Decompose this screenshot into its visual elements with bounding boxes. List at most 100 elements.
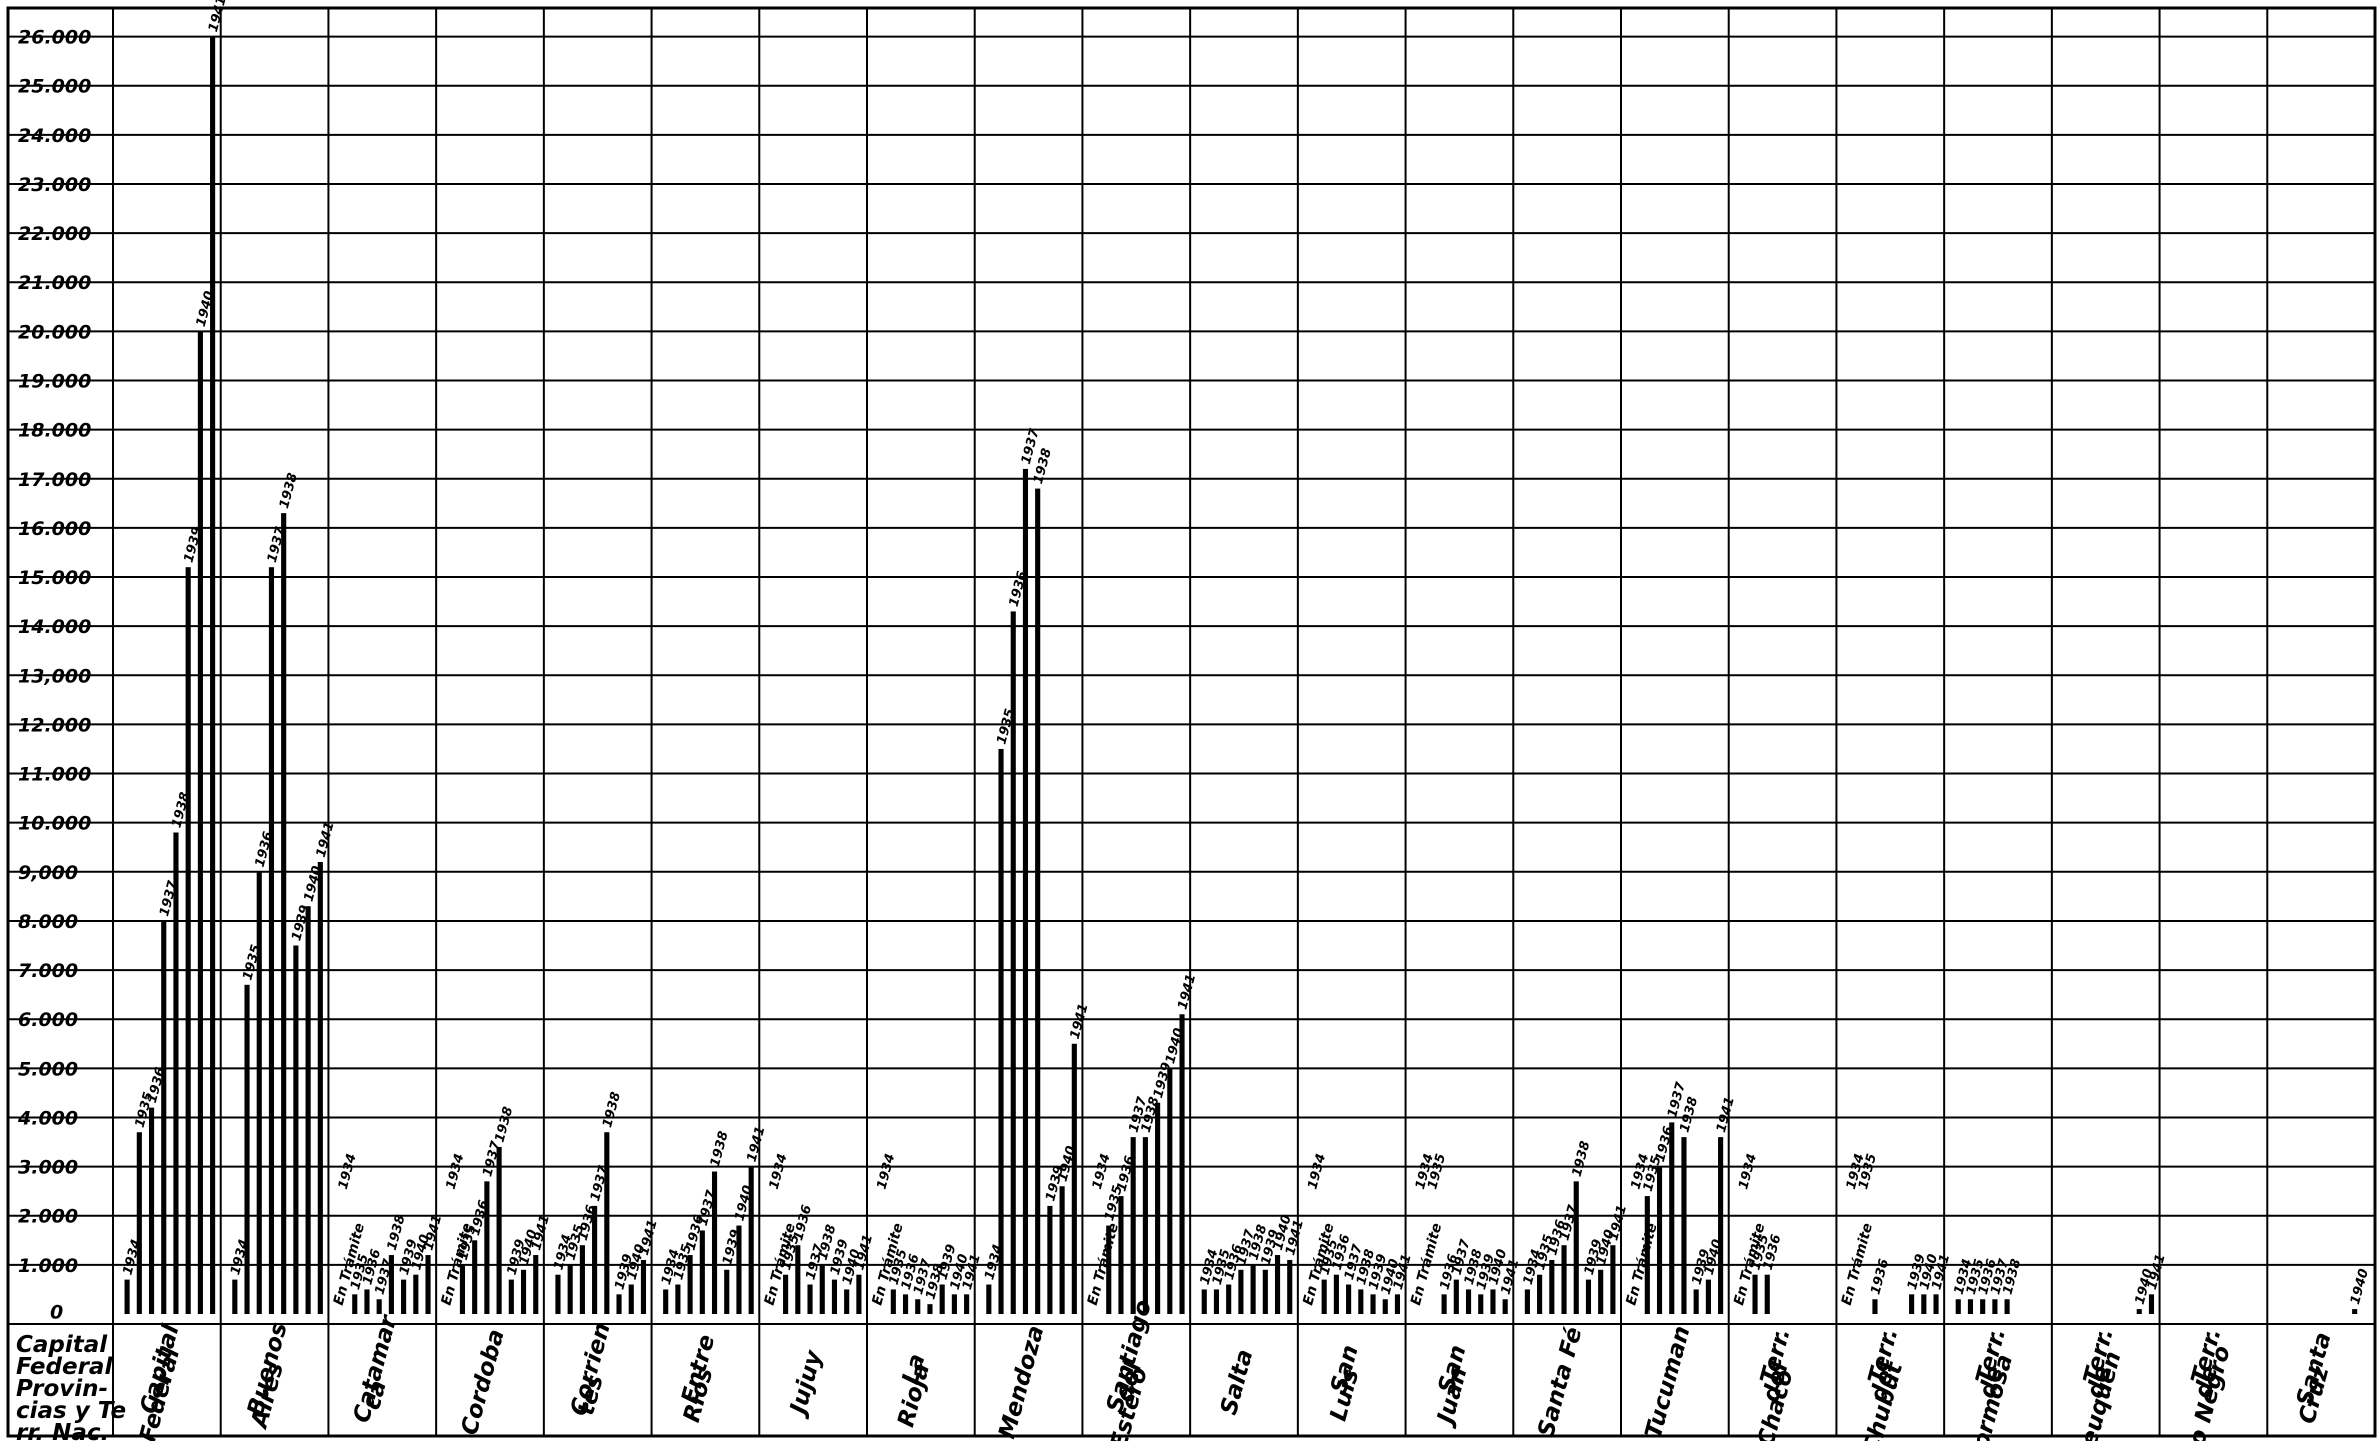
y-tick-label: 2.000 xyxy=(18,1206,78,1228)
bar xyxy=(1524,1289,1530,1314)
bar xyxy=(663,1289,669,1314)
bar xyxy=(1598,1269,1604,1314)
bar xyxy=(1955,1299,1961,1314)
bar xyxy=(1370,1294,1376,1314)
bar xyxy=(364,1289,370,1314)
bar xyxy=(783,1274,789,1314)
bar xyxy=(604,1132,610,1314)
bar xyxy=(244,984,250,1314)
bar xyxy=(1669,1122,1675,1314)
y-tick-label: 14.000 xyxy=(18,616,91,638)
bar xyxy=(1441,1294,1447,1314)
bar xyxy=(939,1284,945,1314)
bar xyxy=(281,513,287,1314)
bar xyxy=(1573,1181,1579,1314)
bar xyxy=(831,1279,838,1314)
bar xyxy=(401,1279,407,1314)
bar xyxy=(1764,1274,1770,1314)
bar xyxy=(687,1255,693,1314)
bar xyxy=(1213,1289,1220,1314)
bar xyxy=(1274,1255,1281,1314)
bar xyxy=(1478,1294,1484,1314)
bar xyxy=(496,1146,502,1314)
bar xyxy=(1872,1299,1878,1314)
y-tick-label: 1.000 xyxy=(18,1255,78,1277)
bar xyxy=(1250,1264,1256,1314)
bar xyxy=(1287,1259,1293,1314)
y-tick-label: 0 xyxy=(50,1302,63,1324)
bar xyxy=(293,945,299,1314)
y-tick-label: 20.000 xyxy=(18,321,91,343)
bar xyxy=(1382,1299,1388,1314)
bar xyxy=(459,1264,466,1314)
y-tick-label: 23.000 xyxy=(18,174,91,196)
y-tick-label: 13,000 xyxy=(18,665,91,687)
bar xyxy=(844,1289,850,1314)
bar xyxy=(1142,1137,1148,1314)
bar xyxy=(902,1294,909,1314)
y-tick-label: 11.000 xyxy=(18,764,91,786)
bar xyxy=(2352,1309,2358,1314)
bar xyxy=(148,1107,155,1314)
bar xyxy=(305,906,311,1314)
y-tick-label: 9,000 xyxy=(18,862,78,884)
bar xyxy=(256,871,262,1314)
y-tick-label: 15.000 xyxy=(18,567,91,589)
category-header-line: Provin- xyxy=(16,1376,108,1402)
bar xyxy=(1681,1137,1687,1314)
bar xyxy=(1155,1102,1161,1314)
y-tick-label: 16.000 xyxy=(18,518,91,540)
bar xyxy=(890,1289,896,1314)
bar xyxy=(1967,1299,1974,1314)
bar xyxy=(484,1181,490,1314)
category-header-line: cias y Te xyxy=(16,1398,126,1424)
bar xyxy=(998,748,1004,1314)
y-tick-label: 18.000 xyxy=(18,420,91,442)
bar xyxy=(1035,488,1041,1314)
bar xyxy=(675,1284,681,1314)
y-tick-label: 17.000 xyxy=(18,469,91,491)
bar xyxy=(472,1240,478,1314)
y-tick-label: 25.000 xyxy=(18,76,91,98)
bar xyxy=(1693,1289,1699,1314)
bar xyxy=(699,1230,705,1314)
bar xyxy=(579,1245,585,1314)
bar xyxy=(1909,1294,1915,1314)
chart-frame xyxy=(6,6,2377,1438)
category-header-line: rr. Nac. xyxy=(16,1420,109,1441)
bar xyxy=(1980,1299,1986,1314)
y-axis: 0 1.000 2.000 3.000 4.000 5.000 6.000 7.000 8.00… xyxy=(17,27,91,1324)
y-tick-label: 6.000 xyxy=(18,1009,78,1031)
bar xyxy=(748,1166,754,1314)
bar xyxy=(1502,1299,1508,1314)
bar xyxy=(376,1299,382,1314)
bar xyxy=(1130,1137,1136,1314)
bar xyxy=(1992,1299,1998,1314)
bar xyxy=(1059,1186,1065,1314)
bar xyxy=(1118,1196,1124,1314)
bar xyxy=(1321,1279,1327,1314)
bar xyxy=(508,1279,514,1314)
bar xyxy=(1201,1289,1207,1314)
bar xyxy=(185,567,191,1314)
bar xyxy=(1179,1014,1185,1314)
bar xyxy=(136,1132,142,1314)
bar xyxy=(1490,1289,1496,1314)
bar xyxy=(388,1255,394,1314)
y-tick-label: 26.000 xyxy=(18,27,91,49)
bar xyxy=(1047,1205,1053,1314)
y-tick-label: 7.000 xyxy=(18,960,78,982)
bar xyxy=(986,1284,992,1314)
bar xyxy=(736,1225,742,1314)
bar xyxy=(533,1255,539,1314)
bar xyxy=(964,1294,970,1314)
bar xyxy=(2148,1294,2155,1314)
bar xyxy=(819,1264,825,1314)
bar xyxy=(1346,1284,1352,1314)
bar xyxy=(124,1279,130,1314)
bar xyxy=(425,1255,431,1314)
bar xyxy=(1752,1274,1758,1314)
bar xyxy=(1333,1274,1339,1314)
bar xyxy=(268,567,275,1314)
category-header-line: Federal xyxy=(16,1354,113,1380)
